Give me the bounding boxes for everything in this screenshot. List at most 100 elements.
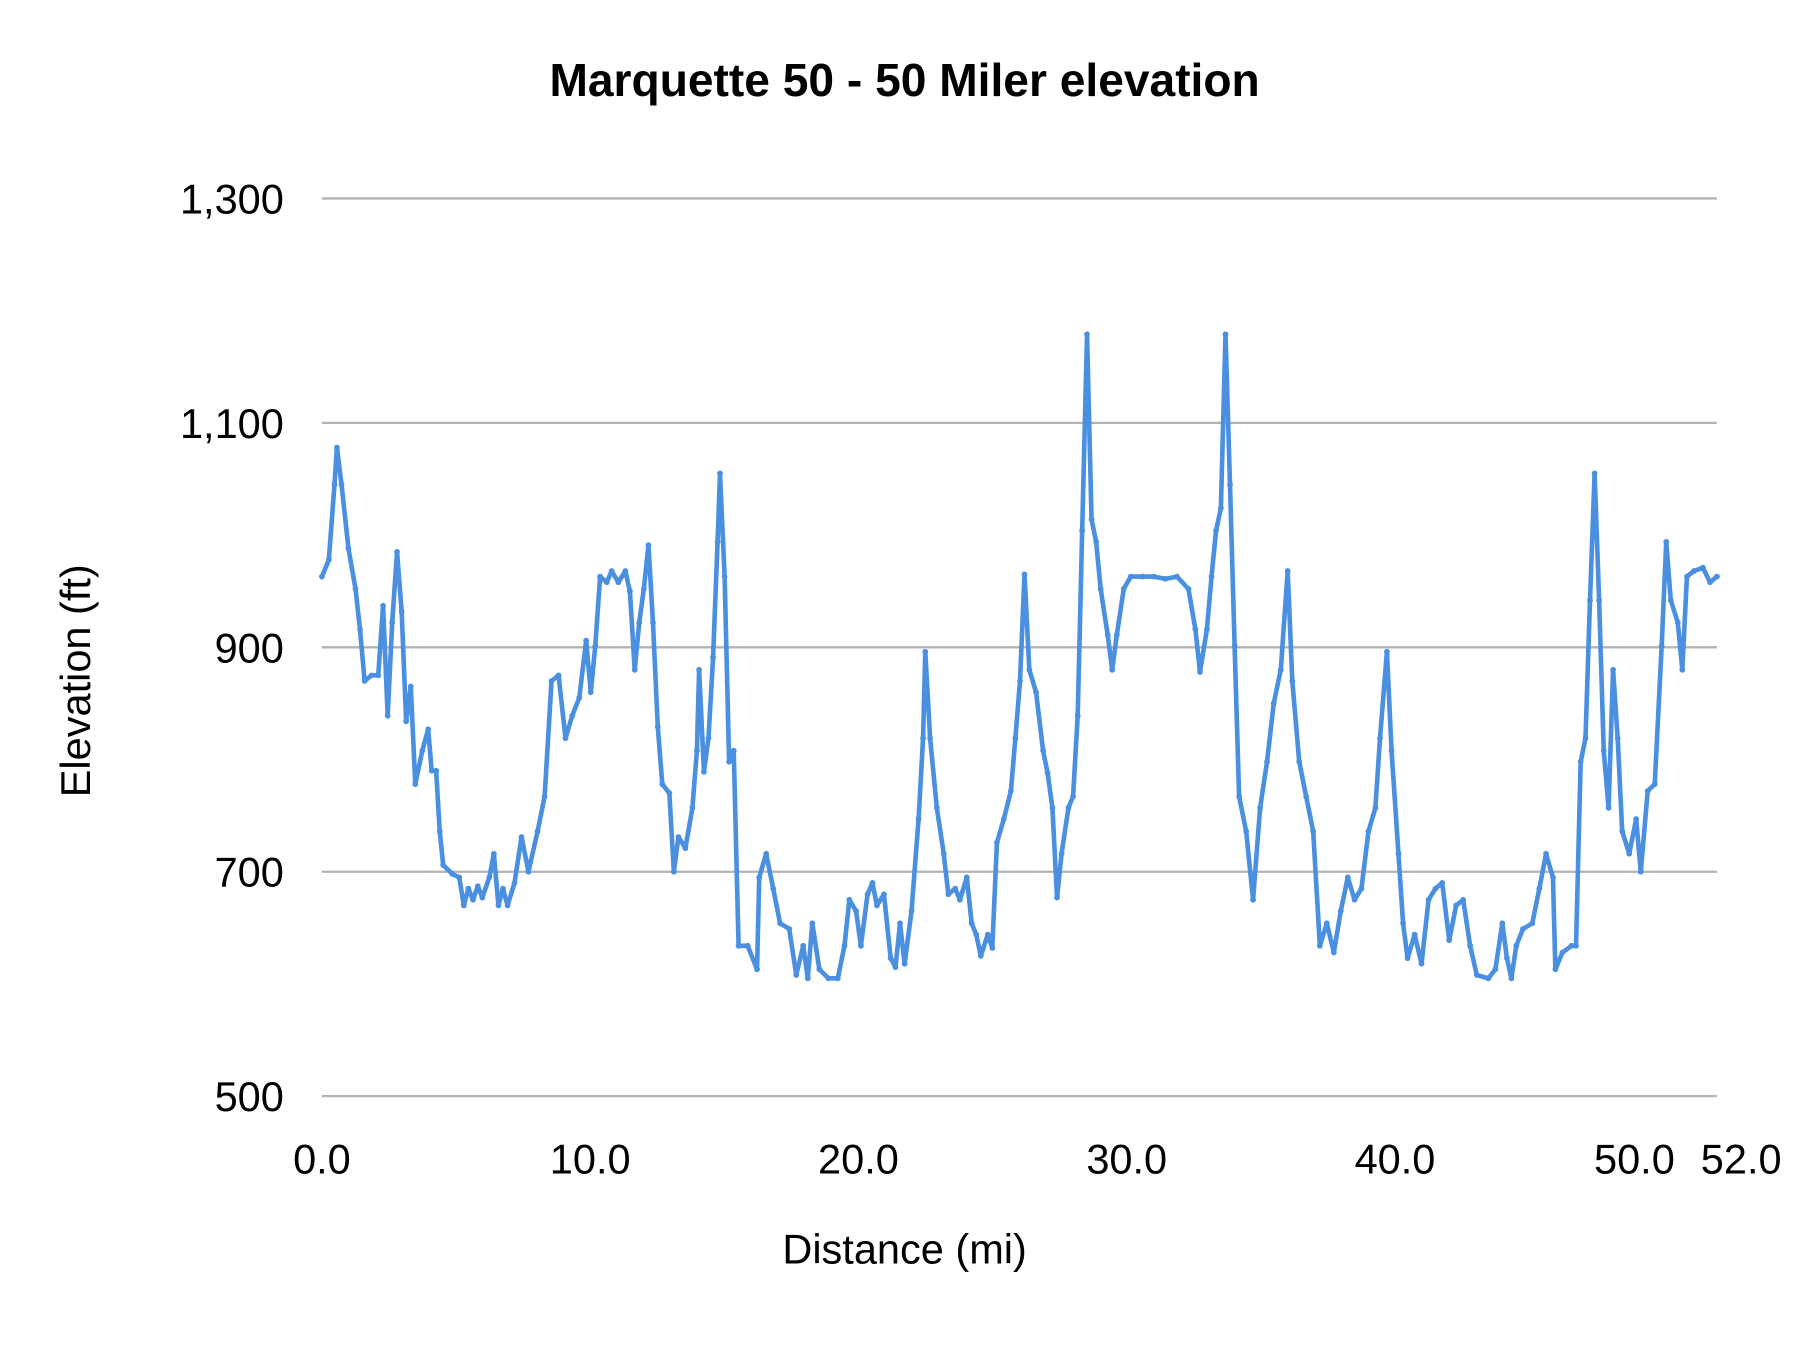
data-point bbox=[511, 880, 518, 886]
data-point bbox=[428, 767, 435, 774]
data-point bbox=[786, 926, 793, 932]
data-point bbox=[592, 643, 599, 650]
x-axis-ticks: 0.0 10.0 20.0 30.0 40.0 50.0 52.0 bbox=[293, 1135, 1782, 1182]
data-point bbox=[1707, 579, 1713, 586]
data-point bbox=[1162, 576, 1169, 582]
data-point bbox=[892, 964, 899, 971]
data-point bbox=[744, 942, 751, 949]
data-point bbox=[504, 902, 511, 909]
data-point bbox=[474, 883, 481, 890]
data-point bbox=[1093, 538, 1100, 545]
data-point bbox=[331, 481, 338, 488]
data-point bbox=[1600, 747, 1607, 754]
data-point bbox=[1192, 626, 1199, 633]
data-point bbox=[436, 828, 443, 835]
data-point bbox=[407, 683, 414, 690]
data-point bbox=[1473, 972, 1480, 978]
data-point bbox=[1573, 942, 1579, 949]
data-point bbox=[1679, 666, 1686, 673]
data-point bbox=[361, 678, 368, 684]
data-point bbox=[1587, 597, 1593, 604]
data-point bbox=[777, 920, 783, 927]
data-point bbox=[569, 712, 576, 719]
data-point bbox=[705, 735, 712, 742]
data-point bbox=[1250, 896, 1256, 903]
data-point bbox=[1296, 758, 1303, 765]
data-point bbox=[403, 718, 410, 725]
data-point bbox=[1208, 573, 1215, 580]
data-point bbox=[1626, 850, 1633, 857]
data-point bbox=[1218, 505, 1224, 512]
data-point bbox=[1663, 538, 1670, 545]
data-point bbox=[470, 896, 476, 903]
data-point bbox=[479, 894, 486, 901]
series-elevation bbox=[319, 331, 1720, 982]
data-point bbox=[1257, 804, 1263, 811]
data-point bbox=[1667, 597, 1674, 604]
data-point bbox=[1684, 573, 1690, 580]
data-point bbox=[710, 654, 716, 661]
data-point bbox=[1231, 643, 1238, 650]
data-point bbox=[963, 874, 970, 881]
data-point bbox=[1536, 885, 1543, 892]
data-point bbox=[495, 902, 502, 909]
data-point bbox=[1591, 470, 1598, 477]
y-tick-label: 1,100 bbox=[180, 400, 284, 447]
data-point bbox=[1610, 666, 1616, 673]
series-line bbox=[319, 331, 1719, 981]
data-point bbox=[1508, 975, 1515, 982]
data-point bbox=[541, 793, 548, 800]
data-point bbox=[864, 891, 871, 898]
data-point bbox=[1520, 926, 1526, 932]
chart-title: Marquette 50 - 50 Miler elevation bbox=[549, 54, 1259, 106]
data-point bbox=[433, 767, 440, 774]
data-point bbox=[1439, 880, 1446, 886]
data-point bbox=[1174, 573, 1180, 580]
data-point bbox=[670, 868, 677, 875]
data-point bbox=[694, 747, 700, 754]
data-point bbox=[650, 619, 656, 626]
data-point bbox=[717, 470, 723, 477]
data-point bbox=[1303, 793, 1310, 800]
data-point bbox=[1467, 942, 1473, 949]
data-point bbox=[858, 942, 864, 949]
data-point bbox=[1550, 874, 1556, 881]
data-point bbox=[555, 672, 562, 679]
data-point bbox=[1400, 920, 1406, 927]
data-point bbox=[1264, 758, 1270, 765]
data-point bbox=[1120, 586, 1127, 592]
data-point bbox=[1614, 735, 1621, 742]
data-point bbox=[804, 975, 811, 982]
x-tick-label: 50.0 bbox=[1594, 1135, 1675, 1182]
data-point bbox=[1017, 678, 1023, 684]
data-point bbox=[460, 902, 467, 909]
data-point bbox=[1460, 896, 1467, 903]
data-point bbox=[597, 573, 603, 580]
y-tick-label: 500 bbox=[215, 1073, 284, 1120]
data-point bbox=[534, 828, 541, 835]
data-point bbox=[608, 568, 615, 574]
data-point bbox=[952, 885, 959, 892]
data-point bbox=[1289, 678, 1296, 684]
data-point bbox=[726, 758, 732, 765]
data-point bbox=[456, 874, 463, 881]
data-point bbox=[1088, 516, 1095, 523]
data-point bbox=[412, 781, 419, 788]
data-point bbox=[1243, 828, 1250, 835]
data-point bbox=[1185, 586, 1192, 592]
data-point bbox=[1323, 920, 1330, 927]
data-point bbox=[525, 868, 532, 875]
data-point bbox=[1619, 828, 1626, 835]
data-point bbox=[1674, 619, 1681, 626]
data-point bbox=[562, 735, 569, 742]
data-point bbox=[1026, 666, 1033, 673]
data-point bbox=[874, 902, 880, 909]
data-point bbox=[1000, 816, 1007, 822]
data-point bbox=[1372, 804, 1379, 811]
x-tick-label: 40.0 bbox=[1355, 1135, 1436, 1182]
data-point bbox=[1529, 920, 1536, 927]
x-tick-label: 0.0 bbox=[293, 1135, 351, 1182]
data-point bbox=[389, 619, 396, 626]
data-point bbox=[901, 960, 908, 967]
data-point bbox=[1559, 949, 1566, 956]
